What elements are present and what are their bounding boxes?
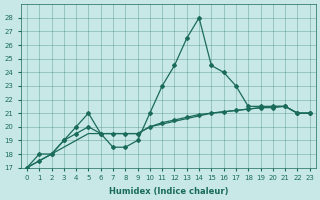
X-axis label: Humidex (Indice chaleur): Humidex (Indice chaleur) (108, 187, 228, 196)
